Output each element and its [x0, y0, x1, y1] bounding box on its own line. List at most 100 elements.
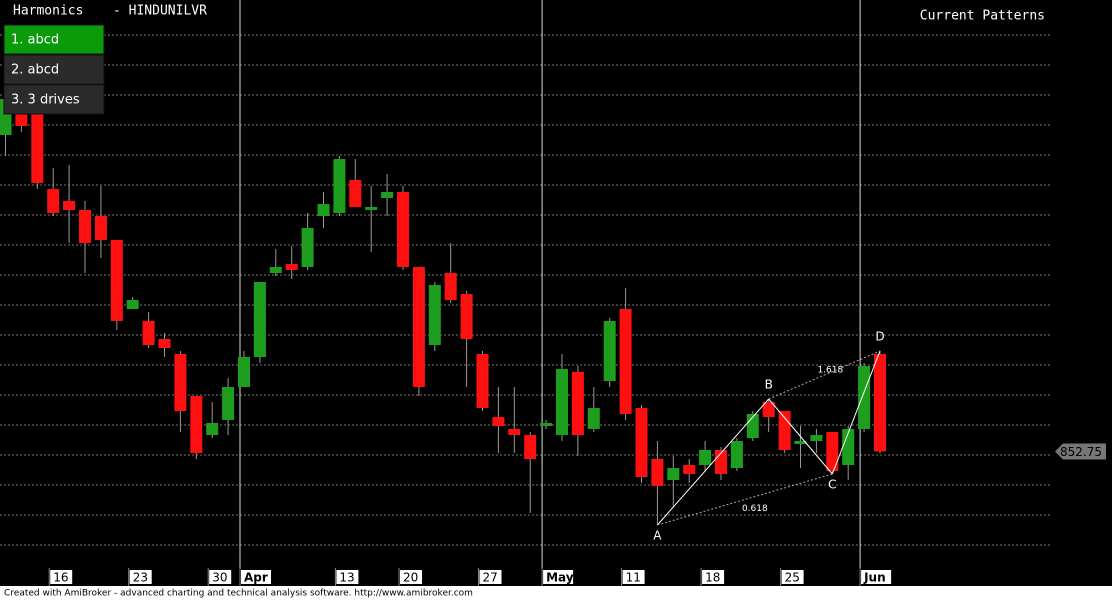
- last-price-label: 852.75: [1060, 445, 1102, 459]
- candle-body: [94, 216, 107, 240]
- menu-item-label[interactable]: 1. abcd: [11, 33, 59, 48]
- candle-body: [858, 366, 871, 429]
- x-label-bg: [209, 570, 232, 584]
- candle-body: [587, 408, 600, 429]
- candle-body: [142, 321, 155, 345]
- candle-body: [428, 285, 441, 345]
- candle-body: [699, 450, 712, 465]
- x-tick-label: 27: [483, 571, 498, 585]
- candle-body: [619, 309, 632, 414]
- candle-body: [842, 429, 855, 465]
- candle-body: [412, 267, 425, 387]
- pattern-leg: [831, 350, 881, 475]
- x-label-bg: [50, 570, 73, 584]
- candle-body: [31, 111, 44, 183]
- pattern-point-label: B: [765, 378, 773, 392]
- ratio-label: 0.618: [742, 504, 768, 514]
- x-label-bg: [861, 570, 892, 584]
- candle-body: [444, 273, 457, 300]
- candle-body: [556, 369, 568, 435]
- candle-body: [238, 357, 250, 387]
- pattern-leg: [768, 398, 833, 475]
- candle-body: [47, 189, 60, 213]
- background: [0, 0, 1112, 586]
- candle-body: [301, 228, 314, 267]
- candle-body: [63, 201, 76, 210]
- ratio-line: [768, 350, 881, 400]
- candle-body: [253, 282, 266, 357]
- candle-body: [508, 429, 521, 435]
- x-tick-label: May: [546, 571, 574, 585]
- x-label-bg: [702, 570, 725, 584]
- candle-body: [206, 423, 219, 435]
- plot: 0.618 1.618 A B C D 852.75: [0, 87, 1106, 543]
- menu-item-label[interactable]: 3. 3 drives: [11, 93, 80, 108]
- x-label-bg: [336, 570, 359, 584]
- candle-body: [110, 240, 123, 321]
- candle-body: [524, 435, 537, 459]
- candle-body: [540, 423, 553, 426]
- x-tick-label: 23: [133, 571, 148, 585]
- candle-body: [603, 321, 616, 381]
- chart-title: Harmonics: [13, 4, 83, 19]
- pattern-point-label: D: [875, 330, 884, 344]
- candle-body: [158, 339, 171, 348]
- pattern-point-label: C: [828, 478, 836, 492]
- candle-body: [285, 264, 298, 270]
- candle-body: [126, 300, 139, 309]
- candle-body: [778, 411, 791, 450]
- candle-body: [397, 192, 409, 267]
- x-label-bg: [622, 570, 645, 584]
- menu-item[interactable]: [3, 24, 105, 55]
- candle-body: [15, 114, 28, 126]
- x-tick-label: 20: [403, 571, 418, 585]
- menu-item[interactable]: [3, 84, 105, 115]
- x-tick-label: 30: [212, 571, 227, 585]
- candle-body: [730, 441, 743, 468]
- x-tick-label: 16: [53, 571, 68, 585]
- candle-body: [333, 159, 346, 213]
- candle-body: [651, 459, 664, 486]
- last-price-marker: [1055, 443, 1106, 460]
- candle-body: [874, 354, 886, 452]
- pattern-point-label: A: [653, 529, 662, 543]
- candle-body: [0, 99, 12, 135]
- x-tick-label: 13: [339, 571, 354, 585]
- candle-body: [460, 294, 473, 339]
- candle-body: [79, 210, 91, 243]
- x-label-bg: [241, 570, 271, 584]
- x-label-bg: [781, 570, 804, 584]
- candle-body: [269, 267, 282, 273]
- candle-body: [762, 402, 775, 417]
- ratio-label: 1.618: [817, 366, 843, 376]
- x-label-bg: [543, 570, 574, 584]
- x-tick-label: 25: [785, 571, 800, 585]
- candle-body: [365, 207, 378, 210]
- candle-body: [794, 441, 807, 444]
- menu-item-label[interactable]: 2. abcd: [11, 63, 59, 78]
- candle-body: [667, 468, 680, 480]
- panel-title: Current Patterns: [920, 9, 1045, 24]
- x-label-bg: [479, 570, 502, 584]
- candle-body: [190, 396, 203, 453]
- candle-body: [317, 204, 330, 216]
- x-tick-label: Apr: [244, 571, 268, 585]
- candle-body: [349, 180, 362, 207]
- x-tick-label: 18: [705, 571, 720, 585]
- footer: Created with AmiBroker - advanced charti…: [4, 589, 473, 599]
- menu-item[interactable]: [3, 54, 105, 85]
- candle-body: [826, 432, 839, 471]
- grid: 16 23 30 Apr 13 20 27 May 11 18 25 Jun: [0, 0, 1050, 586]
- x-tick-label: 11: [626, 571, 641, 585]
- candle-body: [635, 408, 648, 477]
- candle-body: [492, 417, 505, 426]
- x-label-bg: [400, 570, 422, 584]
- candle-body: [810, 435, 823, 441]
- candle-body: [571, 372, 584, 435]
- pattern-leg: [657, 398, 770, 526]
- candle-body: [476, 354, 489, 408]
- symbol: - HINDUNILVR: [113, 4, 207, 19]
- x-label-bg: [129, 570, 152, 584]
- candle-body: [222, 387, 235, 420]
